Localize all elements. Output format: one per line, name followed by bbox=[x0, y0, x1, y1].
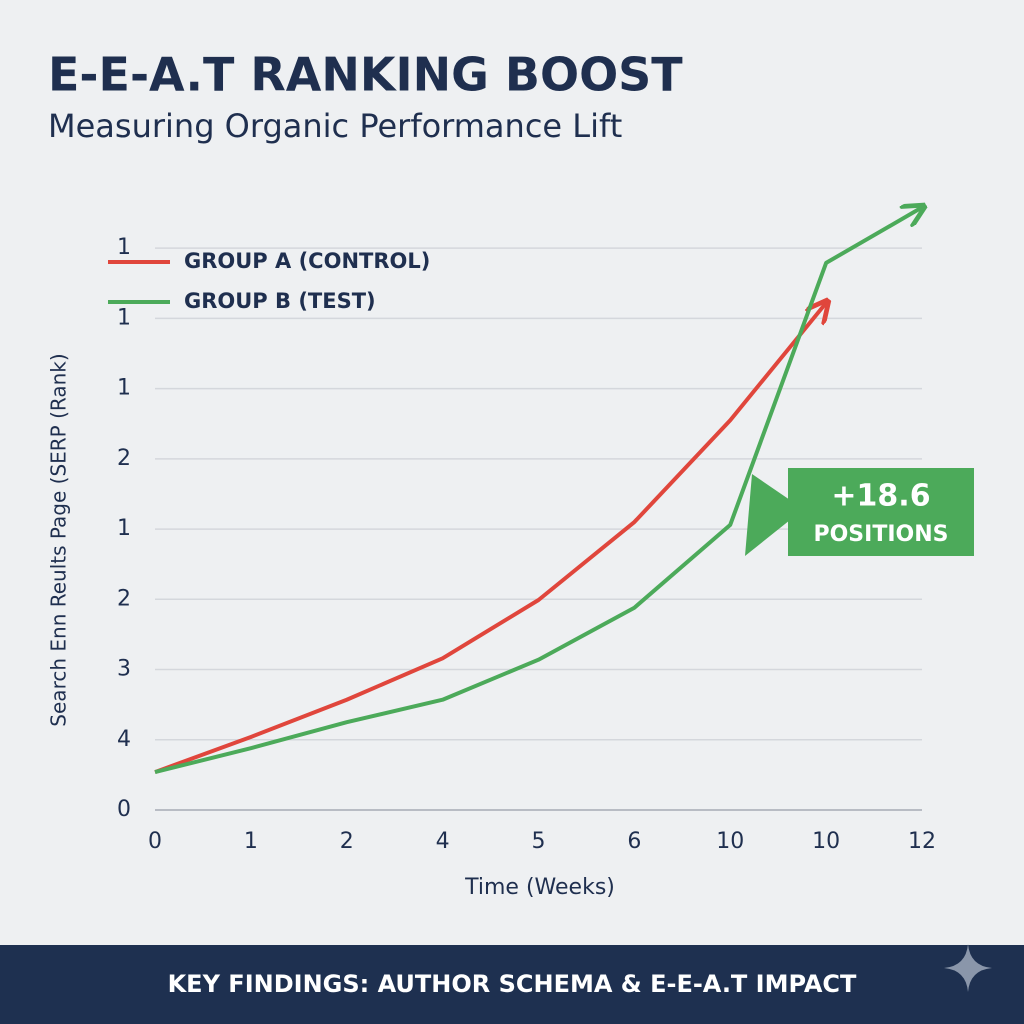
y-axis-label: Search Enn Reults Page (SERP (Rank) bbox=[47, 353, 71, 726]
x-tick-label: 0 bbox=[148, 829, 162, 854]
series-line bbox=[154, 207, 922, 775]
footer-bar bbox=[0, 945, 1024, 1024]
y-tick-label: 1 bbox=[117, 376, 131, 401]
x-tick-label: 12 bbox=[908, 829, 936, 854]
series-line bbox=[154, 303, 826, 774]
x-axis-label: Time (Weeks) bbox=[464, 875, 615, 900]
x-tick-label: 1 bbox=[244, 829, 258, 854]
x-tick-label: 2 bbox=[340, 829, 354, 854]
y-tick-label: 0 bbox=[117, 797, 131, 822]
sparkle-icon bbox=[944, 944, 992, 992]
y-tick-label: 1 bbox=[117, 235, 131, 260]
x-tick-label: 4 bbox=[436, 829, 450, 854]
y-tick-label: 4 bbox=[117, 727, 131, 752]
y-tick-label: 3 bbox=[117, 657, 131, 682]
annotation-box bbox=[788, 468, 974, 556]
legend-label: GROUP A (CONTROL) bbox=[184, 249, 430, 273]
x-tick-label: 5 bbox=[532, 829, 546, 854]
x-tick-label: 10 bbox=[812, 829, 840, 854]
y-tick-label: 2 bbox=[117, 446, 131, 471]
annotation-value: +18.6 bbox=[831, 479, 930, 514]
annotation-pointer bbox=[745, 474, 790, 556]
x-tick-label: 10 bbox=[716, 829, 744, 854]
footer-text: KEY FINDINGS: AUTHOR SCHEMA & E-E-A.T IM… bbox=[168, 970, 857, 998]
chart-title: E-E-A.T RANKING BOOST bbox=[48, 48, 683, 102]
y-tick-label: 1 bbox=[117, 516, 131, 541]
annotation-text: POSITIONS bbox=[813, 522, 948, 547]
legend-label: GROUP B (TEST) bbox=[184, 289, 376, 313]
y-tick-label: 1 bbox=[117, 305, 131, 330]
chart-subtitle: Measuring Organic Performance Lift bbox=[48, 107, 622, 145]
y-tick-label: 2 bbox=[117, 586, 131, 611]
x-tick-label: 6 bbox=[627, 829, 641, 854]
